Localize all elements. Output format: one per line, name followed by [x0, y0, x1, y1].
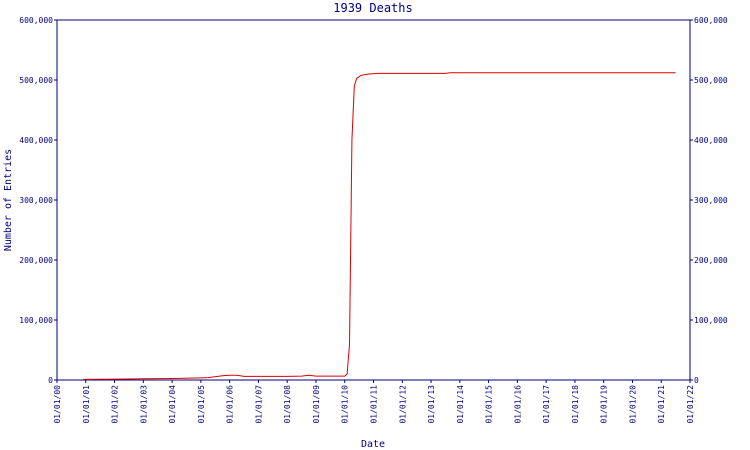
chart-title: 1939 Deaths [333, 1, 412, 15]
x-tick-label: 01/01/03 [139, 385, 148, 424]
x-tick-label: 01/01/05 [197, 385, 206, 424]
y-tick-label: 500,000 [19, 76, 53, 85]
x-tick-label: 01/01/06 [226, 385, 235, 424]
x-tick-label: 01/01/21 [657, 385, 666, 424]
x-tick-label: 01/01/13 [427, 385, 436, 424]
x-tick-label: 01/01/16 [513, 385, 522, 424]
y-tick-label: 100,000 [19, 316, 53, 325]
x-tick-label: 01/01/17 [542, 385, 551, 424]
y2-tick-label: 500,000 [694, 76, 728, 85]
x-tick-label: 01/01/19 [600, 385, 609, 424]
y2-tick-label: 300,000 [694, 196, 728, 205]
y2-tick-label: 600,000 [694, 16, 728, 25]
line-series [83, 72, 676, 380]
x-tick-label: 01/01/09 [312, 385, 321, 424]
y2-tick-label: 200,000 [694, 256, 728, 265]
y-tick-label: 200,000 [19, 256, 53, 265]
x-tick-label: 01/01/20 [628, 385, 637, 424]
x-tick-label: 01/01/02 [111, 385, 120, 424]
x-tick-label: 01/01/07 [254, 385, 263, 424]
y-axis-label: Number of Entries [3, 149, 14, 251]
x-axis-label: Date [361, 439, 385, 450]
x-tick-label: 01/01/04 [168, 385, 177, 424]
y-tick-label: 0 [48, 376, 53, 385]
y2-tick-label: 400,000 [694, 136, 728, 145]
x-tick-label: 01/01/18 [571, 385, 580, 424]
x-tick-label: 01/01/22 [686, 385, 695, 424]
y-tick-label: 300,000 [19, 196, 53, 205]
y-tick-label: 400,000 [19, 136, 53, 145]
y2-tick-label: 0 [694, 376, 699, 385]
x-tick-label: 01/01/15 [485, 385, 494, 424]
x-tick-label: 01/01/11 [370, 385, 379, 424]
x-tick-label: 01/01/14 [456, 385, 465, 424]
y-tick-label: 600,000 [19, 16, 53, 25]
x-tick-label: 01/01/10 [341, 385, 350, 424]
y2-tick-label: 100,000 [694, 316, 728, 325]
x-tick-label: 01/01/00 [53, 385, 62, 424]
x-tick-label: 01/01/08 [283, 385, 292, 424]
x-tick-label: 01/01/01 [82, 385, 91, 424]
x-tick-label: 01/01/12 [398, 385, 407, 424]
